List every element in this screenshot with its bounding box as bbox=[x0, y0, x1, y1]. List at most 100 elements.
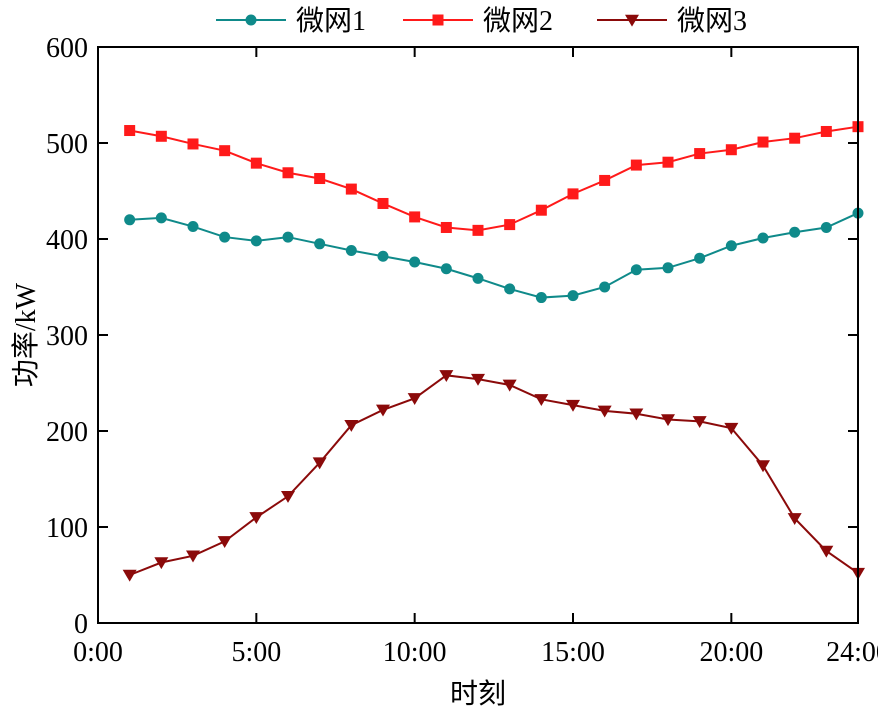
data-point bbox=[440, 221, 452, 233]
y-tick-label: 200 bbox=[46, 417, 88, 448]
series-line bbox=[129, 125, 859, 232]
data-point bbox=[250, 157, 262, 169]
data-point bbox=[661, 414, 675, 427]
data-point bbox=[694, 148, 706, 160]
data-point bbox=[344, 419, 359, 432]
data-point bbox=[472, 224, 484, 236]
axis-ticks bbox=[97, 46, 859, 624]
data-point bbox=[471, 373, 485, 386]
legend-item: 微网3 bbox=[597, 5, 747, 37]
data-point bbox=[789, 132, 801, 144]
legend-marker bbox=[432, 14, 444, 26]
data-point bbox=[186, 550, 200, 563]
data-point bbox=[440, 263, 452, 275]
data-point bbox=[124, 125, 136, 137]
data-point bbox=[630, 264, 642, 276]
data-point bbox=[820, 221, 832, 233]
y-tick-label: 400 bbox=[46, 225, 88, 256]
legend-label: 微网3 bbox=[677, 5, 747, 37]
data-point bbox=[504, 219, 516, 231]
series-line bbox=[129, 212, 859, 299]
data-point bbox=[409, 211, 421, 223]
data-point bbox=[409, 256, 421, 268]
legend-item: 微网1 bbox=[216, 5, 366, 37]
data-point bbox=[376, 404, 390, 417]
y-tick-label: 600 bbox=[46, 33, 88, 64]
data-point bbox=[124, 214, 136, 226]
series-line bbox=[129, 374, 859, 576]
data-point bbox=[535, 292, 547, 304]
data-point bbox=[725, 144, 737, 156]
data-point bbox=[629, 408, 644, 421]
data-point bbox=[377, 197, 389, 209]
data-point bbox=[312, 457, 327, 470]
data-point bbox=[819, 545, 834, 558]
tick-labels: 0:00 5:00 10:00 15:00 20:00 24:00 0 100 200 300 40… bbox=[46, 33, 878, 668]
data-point bbox=[662, 156, 674, 168]
data-point bbox=[154, 557, 169, 570]
data-point bbox=[345, 183, 357, 195]
y-tick-label: 500 bbox=[46, 129, 88, 160]
data-point bbox=[122, 569, 137, 582]
data-point bbox=[314, 173, 326, 185]
x-tick-label: 10:00 bbox=[383, 637, 447, 668]
data-point bbox=[789, 226, 801, 238]
data-point bbox=[630, 159, 642, 171]
data-point bbox=[314, 238, 326, 250]
data-point bbox=[820, 125, 832, 137]
data-point bbox=[219, 145, 231, 157]
data-point bbox=[472, 272, 484, 284]
data-point bbox=[155, 212, 167, 224]
data-point bbox=[249, 512, 264, 525]
data-point bbox=[282, 231, 294, 243]
data-point bbox=[250, 235, 262, 247]
x-tick-label: 5:00 bbox=[231, 637, 281, 668]
y-tick-label: 100 bbox=[46, 513, 88, 544]
y-tick-label: 300 bbox=[46, 321, 88, 352]
data-point bbox=[599, 174, 611, 186]
data-point bbox=[757, 136, 769, 148]
data-point bbox=[187, 221, 199, 233]
data-point bbox=[407, 393, 422, 406]
y-axis-title: 功率/kW bbox=[10, 282, 42, 387]
data-point bbox=[504, 283, 516, 295]
data-point bbox=[692, 416, 707, 429]
data-point bbox=[345, 245, 357, 257]
series-2 bbox=[124, 121, 864, 236]
data-point bbox=[187, 138, 199, 150]
legend-marker bbox=[245, 14, 257, 26]
data-point bbox=[219, 231, 231, 243]
x-axis-title: 时刻 bbox=[450, 678, 506, 710]
x-tick-label: 20:00 bbox=[699, 637, 763, 668]
data-point bbox=[694, 252, 706, 264]
data-point bbox=[282, 167, 294, 179]
data-point bbox=[566, 399, 580, 412]
legend: 微网1 微网2 微网3 bbox=[216, 5, 747, 37]
data-point bbox=[599, 281, 611, 293]
data-point bbox=[725, 240, 737, 252]
data-point bbox=[281, 491, 295, 503]
data-point bbox=[567, 290, 579, 302]
data-point bbox=[724, 422, 739, 435]
data-point bbox=[756, 460, 770, 473]
legend-label: 微网1 bbox=[296, 5, 366, 37]
series-3 bbox=[122, 370, 865, 582]
data-point bbox=[155, 130, 167, 142]
x-tick-label: 24:00 bbox=[826, 637, 878, 668]
legend-label: 微网2 bbox=[483, 5, 553, 37]
legend-item: 微网2 bbox=[403, 5, 553, 37]
data-point bbox=[502, 379, 517, 392]
y-tick-label: 0 bbox=[74, 609, 88, 640]
series-layer bbox=[122, 121, 865, 582]
data-point bbox=[597, 405, 612, 418]
data-point bbox=[534, 394, 549, 406]
series-1 bbox=[124, 207, 864, 304]
data-point bbox=[377, 250, 389, 262]
x-tick-label: 15:00 bbox=[541, 637, 605, 668]
data-point bbox=[217, 536, 232, 549]
data-point bbox=[567, 188, 579, 200]
plot-frame bbox=[97, 46, 859, 624]
x-tick-label: 0:00 bbox=[73, 637, 123, 668]
data-point bbox=[535, 204, 547, 216]
